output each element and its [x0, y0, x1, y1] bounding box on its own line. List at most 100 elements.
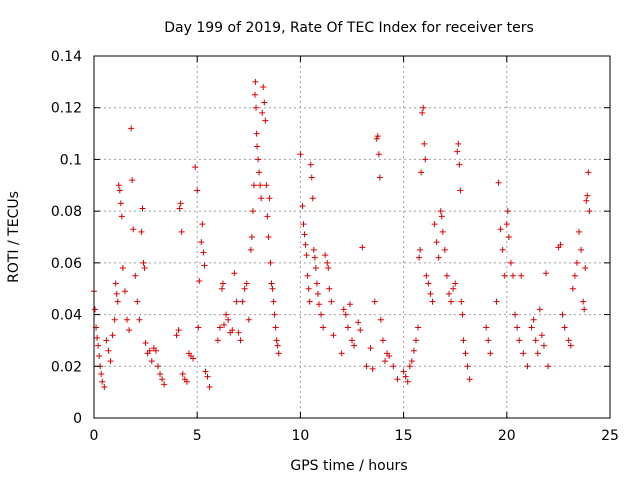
data-point: [261, 99, 268, 106]
data-point: [267, 259, 274, 266]
y-tick-label: 0.02: [51, 359, 82, 375]
data-point: [312, 265, 319, 272]
data-point: [532, 337, 539, 344]
data-point: [273, 337, 280, 344]
data-point: [138, 228, 145, 235]
data-point: [457, 187, 464, 194]
data-point: [152, 347, 159, 354]
data-point: [557, 241, 564, 248]
data-point: [248, 234, 255, 240]
data-point: [256, 169, 263, 176]
data-point: [161, 381, 168, 388]
data-point: [253, 104, 260, 111]
data-point: [179, 371, 186, 378]
data-point: [269, 285, 276, 292]
chart-title: Day 199 of 2019, Rate Of TEC Index for r…: [164, 20, 534, 36]
data-point: [512, 311, 519, 318]
data-point: [367, 345, 374, 352]
data-point: [260, 84, 267, 91]
data-point: [274, 342, 281, 349]
data-point: [582, 265, 589, 272]
data-point: [239, 298, 246, 305]
data-point: [257, 182, 264, 189]
x-axis-label: GPS time / hours: [290, 458, 407, 474]
data-point: [448, 298, 455, 305]
data-point: [406, 363, 413, 370]
y-tick-label: 0.04: [51, 308, 82, 324]
data-point: [346, 301, 353, 308]
data-point: [198, 239, 205, 246]
data-point: [394, 376, 401, 383]
data-point: [466, 376, 473, 383]
data-point: [493, 298, 500, 305]
data-point: [438, 213, 445, 220]
data-point: [509, 272, 516, 279]
data-point: [320, 324, 327, 331]
data-point: [255, 156, 262, 163]
data-point: [322, 252, 329, 259]
data-point: [386, 352, 393, 359]
data-point: [540, 342, 547, 349]
data-point: [134, 298, 141, 305]
data-point: [250, 182, 257, 189]
data-point: [357, 327, 364, 334]
data-point: [483, 324, 490, 331]
data-point: [311, 254, 318, 261]
data-point: [263, 182, 270, 189]
data-point: [304, 272, 311, 279]
data-point: [200, 249, 207, 256]
data-point: [190, 355, 197, 362]
data-point: [308, 174, 315, 181]
data-point: [154, 363, 161, 370]
data-point: [225, 316, 232, 323]
data-point: [427, 290, 434, 297]
data-point: [584, 192, 591, 199]
data-point: [105, 347, 112, 354]
data-point: [309, 195, 316, 202]
data-point: [499, 246, 506, 253]
data-point: [530, 316, 537, 323]
data-point: [420, 104, 427, 111]
data-point: [220, 280, 226, 287]
y-tick-label: 0.14: [51, 49, 82, 65]
data-point: [297, 151, 304, 158]
y-tick-label: 0: [73, 411, 82, 427]
data-point: [254, 143, 261, 150]
data-point: [299, 202, 306, 209]
data-point: [214, 337, 221, 344]
data-point: [576, 228, 583, 235]
data-point: [199, 221, 206, 228]
data-point: [585, 169, 592, 176]
data-point: [204, 373, 211, 380]
x-tick-label: 5: [193, 428, 202, 444]
data-point: [98, 371, 105, 378]
data-point: [371, 298, 378, 305]
data-point: [148, 358, 155, 365]
data-point: [252, 78, 259, 85]
data-point: [524, 363, 531, 370]
data-point: [412, 337, 419, 344]
y-tick-label: 0.1: [60, 152, 82, 168]
data-point: [307, 161, 314, 168]
data-point: [128, 125, 135, 132]
data-point: [514, 324, 521, 331]
data-point: [139, 205, 146, 212]
data-point: [262, 117, 269, 124]
data-point: [456, 161, 463, 168]
data-point: [113, 290, 120, 297]
data-point: [359, 244, 366, 251]
data-point: [107, 358, 114, 365]
data-point: [315, 301, 322, 308]
data-point: [429, 298, 436, 305]
data-point: [580, 298, 587, 305]
data-point: [417, 246, 424, 253]
data-point: [404, 378, 411, 385]
data-point: [435, 254, 442, 261]
data-point: [376, 174, 383, 181]
data-point: [258, 195, 265, 202]
data-point: [264, 213, 271, 220]
data-point: [119, 265, 126, 272]
data-point: [99, 378, 106, 385]
data-point: [124, 316, 131, 323]
data-point: [516, 337, 523, 344]
